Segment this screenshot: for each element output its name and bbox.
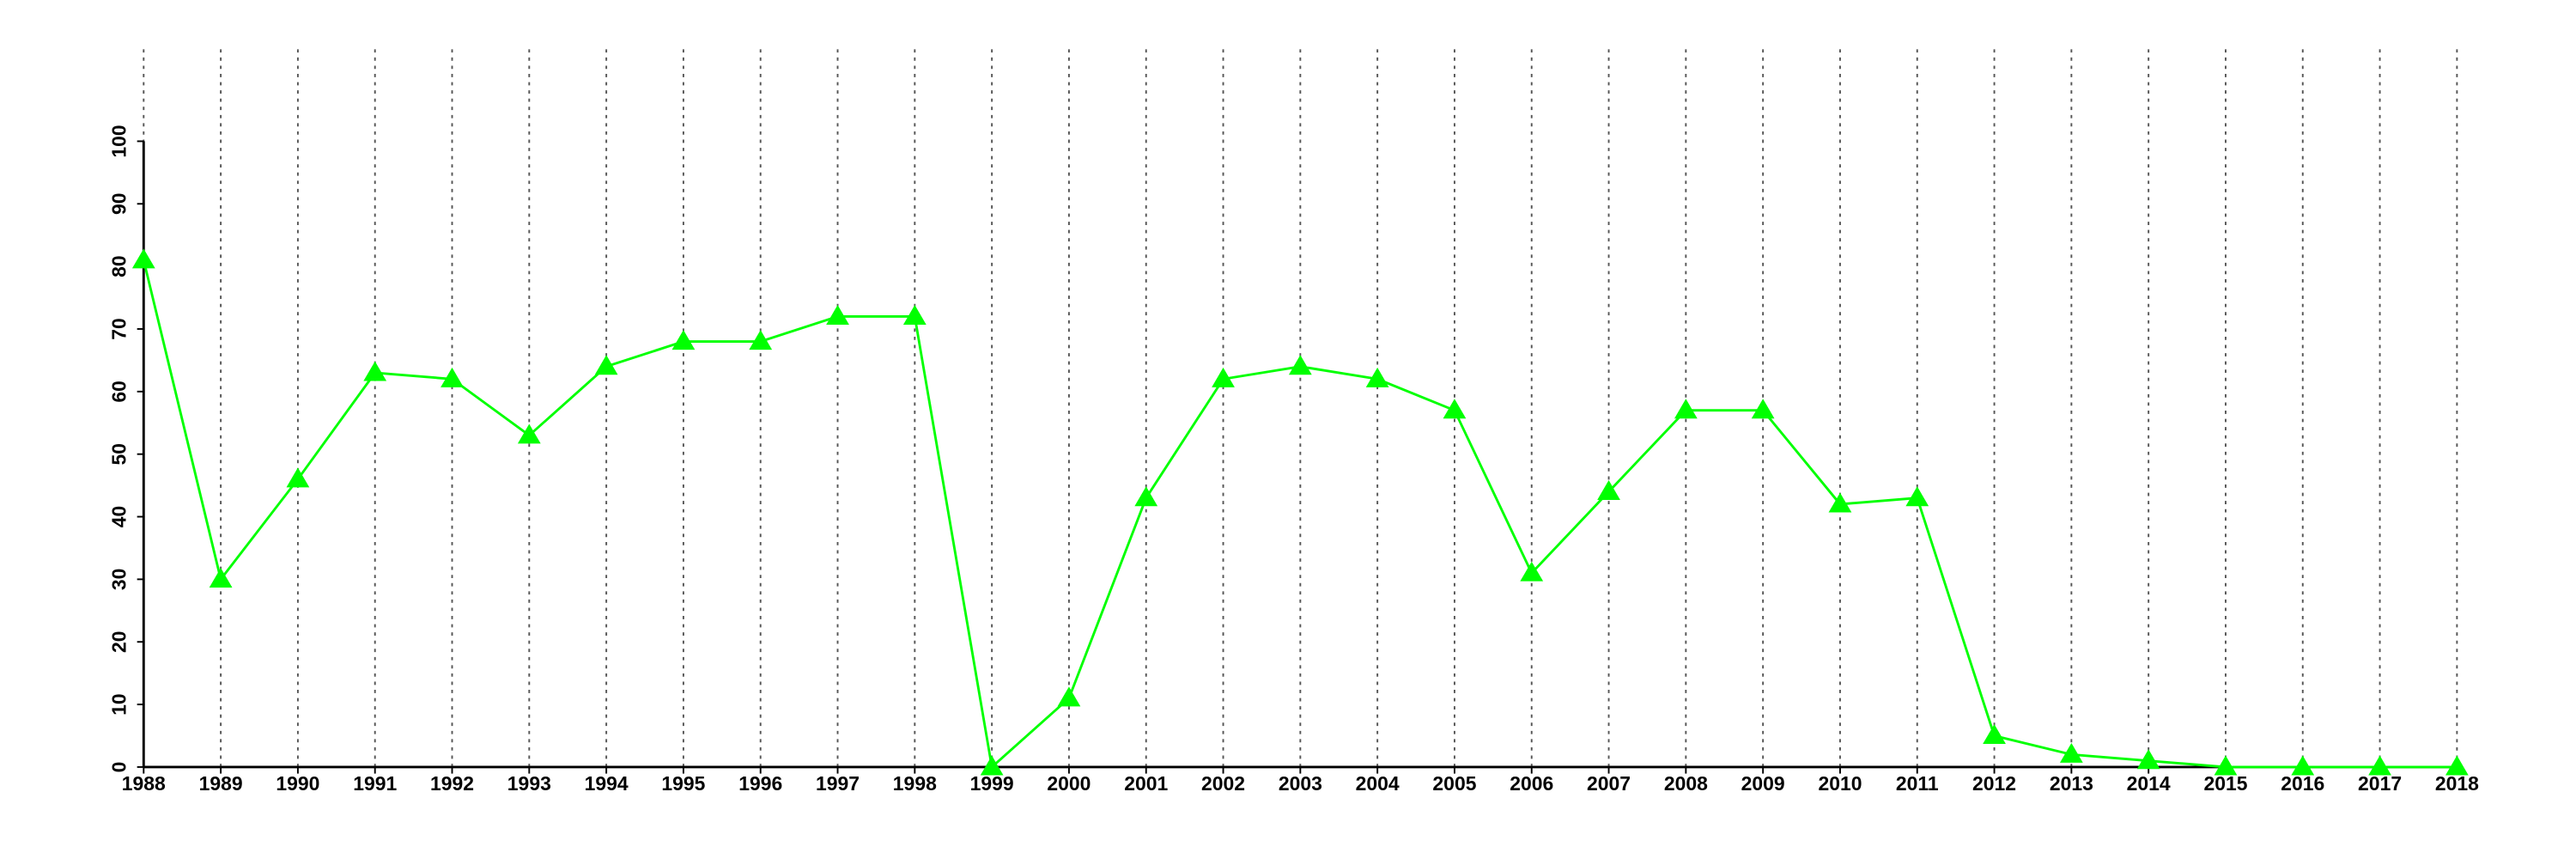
y-tick-label: 30 <box>108 569 131 591</box>
marker <box>2368 755 2391 776</box>
marker <box>826 305 849 325</box>
x-tick-label: 2012 <box>1972 772 2016 795</box>
marker <box>2445 755 2469 776</box>
x-tick-label: 2015 <box>2203 772 2247 795</box>
x-tick-label: 1988 <box>122 772 166 795</box>
x-tick-label: 1996 <box>738 772 782 795</box>
x-tick-label: 1998 <box>893 772 937 795</box>
marker <box>1751 399 1775 419</box>
marker <box>363 361 387 381</box>
x-tick-label: 2003 <box>1279 772 1322 795</box>
y-tick-label: 20 <box>108 631 131 653</box>
marker <box>1520 561 1544 582</box>
x-tick-label: 2010 <box>1818 772 1862 795</box>
marker <box>980 755 1004 776</box>
x-tick-label: 2014 <box>2127 772 2171 795</box>
y-tick-label: 70 <box>108 318 131 340</box>
x-tick-label: 1997 <box>816 772 860 795</box>
marker <box>1134 486 1158 507</box>
marker <box>286 467 310 488</box>
marker <box>1597 480 1620 500</box>
marker <box>902 305 927 325</box>
x-tick-label: 1994 <box>585 772 629 795</box>
y-tick-label: 40 <box>108 506 131 528</box>
marker <box>2214 755 2238 776</box>
marker <box>440 367 464 387</box>
marker <box>2291 755 2315 776</box>
x-tick-label: 1992 <box>430 772 474 795</box>
x-tick-label: 2000 <box>1047 772 1091 795</box>
marker <box>1905 486 1929 507</box>
marker <box>1828 492 1852 513</box>
marker <box>1365 367 1389 387</box>
x-tick-label: 2007 <box>1587 772 1631 795</box>
y-tick-label: 90 <box>108 193 131 216</box>
marker <box>1288 355 1312 375</box>
x-tick-label: 2008 <box>1664 772 1708 795</box>
marker <box>594 355 618 375</box>
y-tick-label: 0 <box>108 762 131 773</box>
x-tick-label: 2006 <box>1510 772 1553 795</box>
marker <box>1212 367 1235 387</box>
x-tick-label: 2009 <box>1741 772 1785 795</box>
x-tick-label: 2016 <box>2281 772 2324 795</box>
marker <box>1674 399 1698 419</box>
y-tick-label: 50 <box>108 443 131 466</box>
y-tick-label: 10 <box>108 693 131 716</box>
x-tick-label: 2013 <box>2050 772 2093 795</box>
y-tick-label: 60 <box>108 381 131 403</box>
x-tick-label: 2001 <box>1124 772 1168 795</box>
y-tick-label: 100 <box>108 125 131 157</box>
marker <box>1057 686 1081 707</box>
x-tick-label: 1995 <box>661 772 705 795</box>
x-tick-label: 2004 <box>1356 772 1400 795</box>
y-tick-label: 80 <box>108 255 131 277</box>
x-tick-label: 1989 <box>199 772 243 795</box>
x-tick-label: 1999 <box>970 772 1014 795</box>
marker <box>1443 399 1467 419</box>
x-tick-label: 1991 <box>353 772 397 795</box>
x-tick-label: 2005 <box>1432 772 1476 795</box>
x-tick-label: 2017 <box>2358 772 2402 795</box>
marker <box>517 423 541 444</box>
x-tick-label: 2018 <box>2435 772 2479 795</box>
x-tick-label: 1990 <box>276 772 319 795</box>
x-tick-label: 1993 <box>507 772 551 795</box>
x-tick-label: 2011 <box>1896 772 1939 795</box>
marker <box>671 330 696 350</box>
x-tick-label: 2002 <box>1201 772 1245 795</box>
marker <box>1983 724 2006 745</box>
marker <box>2059 742 2083 763</box>
marker <box>131 248 155 269</box>
marker <box>2136 749 2160 770</box>
marker <box>209 567 233 588</box>
marker <box>749 330 773 350</box>
